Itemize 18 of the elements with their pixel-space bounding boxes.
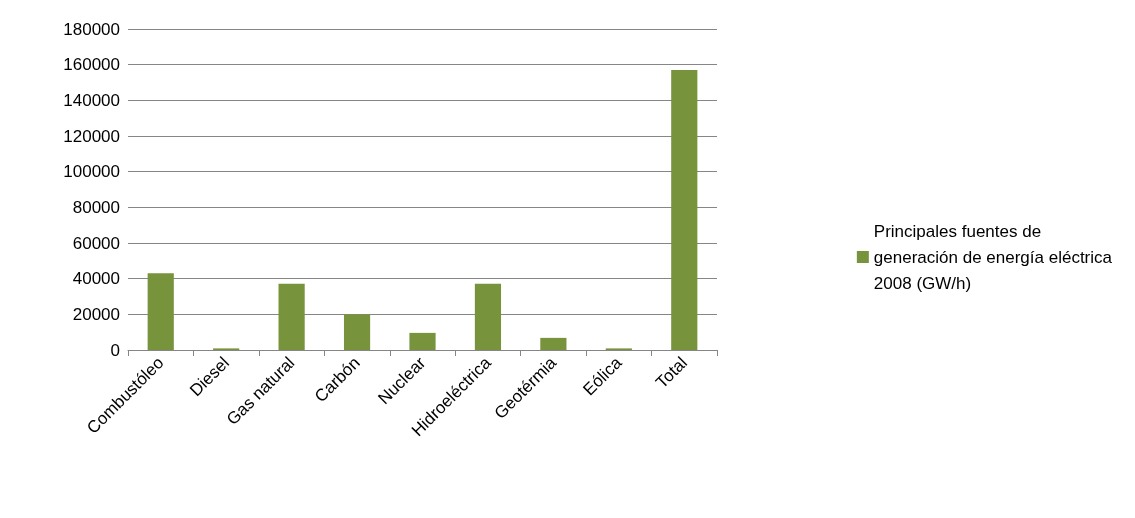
bar [343,314,371,350]
y-tick-label: 160000 [63,55,120,75]
y-tick-label: 120000 [63,126,120,146]
legend-label: Principales fuentes de generación de energía eléctrica 2008 (GW/h) [873,221,1113,293]
y-tick-label: 140000 [63,90,120,110]
y-tick-label: 180000 [63,19,120,39]
bar [671,70,698,350]
y-tick-label: 60000 [72,233,120,253]
bar [474,283,502,350]
bar [540,337,567,350]
y-tick-label: 20000 [72,304,120,324]
bar [409,332,436,350]
y-tick-label: 80000 [72,197,120,217]
bar [147,273,174,350]
y-tick-label: 100000 [63,162,120,182]
y-tick-label: 40000 [72,269,120,289]
bar [278,283,305,350]
y-tick-label: 0 [110,340,120,360]
